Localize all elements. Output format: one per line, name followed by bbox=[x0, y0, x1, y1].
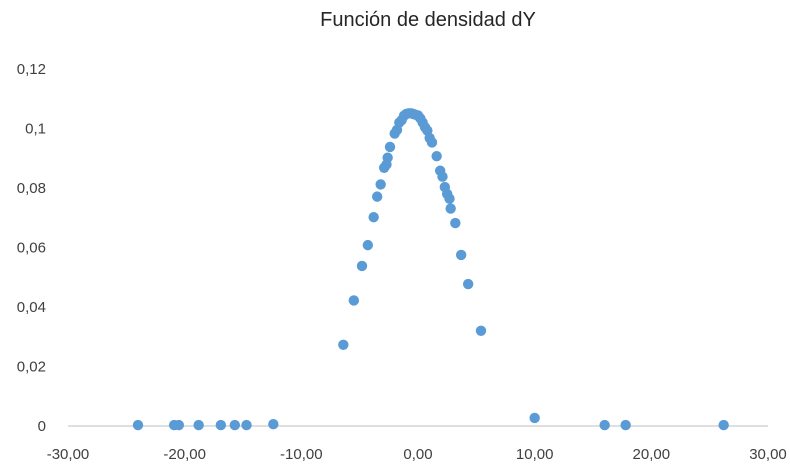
data-point bbox=[368, 211, 379, 223]
data-point bbox=[599, 419, 610, 431]
data-point bbox=[371, 191, 383, 202]
data-point bbox=[445, 203, 456, 214]
y-tick-label: 0,1 bbox=[25, 121, 46, 138]
data-point bbox=[268, 419, 279, 430]
data-point bbox=[229, 419, 241, 431]
y-tick-label: 0,04 bbox=[17, 299, 46, 316]
data-point bbox=[362, 239, 374, 251]
data-point bbox=[241, 419, 252, 431]
data-point bbox=[356, 260, 368, 272]
data-point bbox=[620, 419, 631, 431]
chart-title: Función de densidad dY bbox=[320, 9, 536, 31]
y-tick-label: 0 bbox=[38, 418, 46, 435]
data-point bbox=[375, 179, 386, 190]
data-point bbox=[382, 152, 393, 163]
data-points bbox=[132, 108, 729, 431]
y-tick-label: 0,02 bbox=[17, 359, 46, 376]
x-tick-label: 30,00 bbox=[749, 446, 787, 463]
y-tick-label: 0,12 bbox=[17, 61, 46, 78]
y-tick-label: 0,06 bbox=[17, 240, 46, 257]
y-axis-ticks: 0 0,02 0,04 0,06 0,08 0,1 0,12 bbox=[17, 61, 46, 435]
data-point bbox=[173, 419, 185, 431]
data-point bbox=[475, 325, 487, 336]
x-tick-label: 10,00 bbox=[516, 446, 554, 463]
data-point bbox=[450, 217, 461, 229]
data-point bbox=[348, 295, 360, 306]
x-tick-label: 20,00 bbox=[633, 446, 671, 463]
data-point bbox=[384, 141, 396, 153]
data-point bbox=[718, 419, 729, 431]
x-tick-label: -30,00 bbox=[47, 446, 90, 463]
data-point bbox=[455, 249, 467, 261]
data-point bbox=[132, 419, 144, 431]
data-point bbox=[426, 137, 438, 148]
x-tick-label: -20,00 bbox=[163, 446, 206, 463]
y-tick-label: 0,08 bbox=[17, 180, 46, 197]
data-point bbox=[529, 412, 540, 424]
data-point bbox=[437, 171, 448, 182]
data-point bbox=[338, 339, 349, 350]
data-point bbox=[444, 193, 455, 204]
data-point bbox=[431, 150, 442, 162]
data-point bbox=[193, 419, 204, 431]
x-tick-label: -10,00 bbox=[280, 446, 323, 463]
x-tick-label: 0,00 bbox=[403, 446, 432, 463]
data-point bbox=[462, 278, 474, 290]
data-point bbox=[215, 419, 227, 431]
x-axis-ticks: -30,00 -20,00 -10,00 0,00 10,00 20,00 30,00 bbox=[47, 446, 787, 463]
